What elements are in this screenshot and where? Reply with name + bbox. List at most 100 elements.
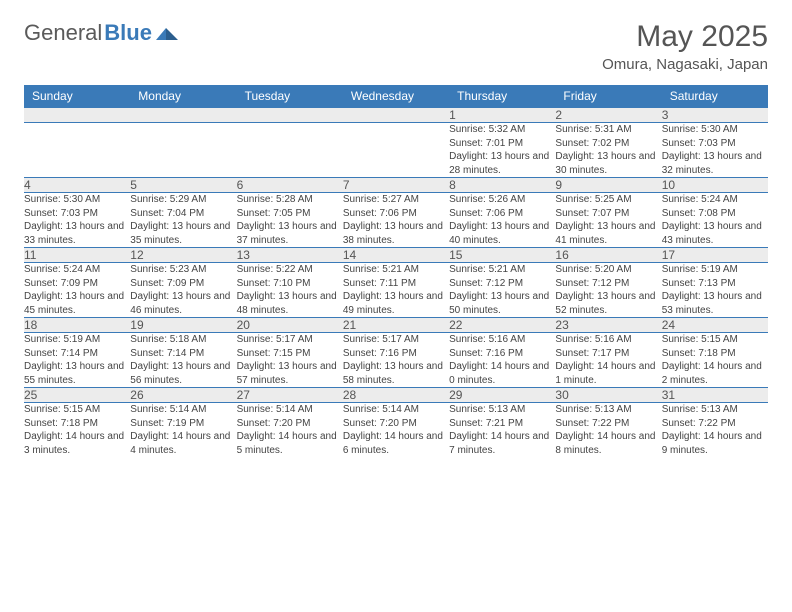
day-details-cell: Sunrise: 5:13 AMSunset: 7:21 PMDaylight:… bbox=[449, 403, 555, 458]
sunset-line: Sunset: 7:16 PM bbox=[449, 347, 555, 361]
day-number-cell: 10 bbox=[662, 178, 768, 193]
sunset-line: Sunset: 7:18 PM bbox=[662, 347, 768, 361]
details-row: Sunrise: 5:30 AMSunset: 7:03 PMDaylight:… bbox=[24, 193, 768, 248]
daylight-line: Daylight: 13 hours and 53 minutes. bbox=[662, 290, 768, 317]
day-number-cell: 24 bbox=[662, 318, 768, 333]
sunrise-line: Sunrise: 5:14 AM bbox=[130, 403, 236, 417]
sunset-line: Sunset: 7:03 PM bbox=[662, 137, 768, 151]
day-details-cell: Sunrise: 5:16 AMSunset: 7:17 PMDaylight:… bbox=[555, 333, 661, 388]
day-number-cell: 22 bbox=[449, 318, 555, 333]
weekday-header: Tuesday bbox=[237, 85, 343, 108]
sunrise-line: Sunrise: 5:14 AM bbox=[237, 403, 343, 417]
details-row: Sunrise: 5:15 AMSunset: 7:18 PMDaylight:… bbox=[24, 403, 768, 458]
sunset-line: Sunset: 7:04 PM bbox=[130, 207, 236, 221]
day-number-cell: 9 bbox=[555, 178, 661, 193]
sunrise-line: Sunrise: 5:15 AM bbox=[24, 403, 130, 417]
daylight-line: Daylight: 13 hours and 43 minutes. bbox=[662, 220, 768, 247]
daylight-line: Daylight: 14 hours and 4 minutes. bbox=[130, 430, 236, 457]
daylight-line: Daylight: 13 hours and 28 minutes. bbox=[449, 150, 555, 177]
day-details-cell: Sunrise: 5:22 AMSunset: 7:10 PMDaylight:… bbox=[237, 263, 343, 318]
day-details-cell: Sunrise: 5:30 AMSunset: 7:03 PMDaylight:… bbox=[662, 123, 768, 178]
day-details-cell: Sunrise: 5:20 AMSunset: 7:12 PMDaylight:… bbox=[555, 263, 661, 318]
sunset-line: Sunset: 7:13 PM bbox=[662, 277, 768, 291]
sunset-line: Sunset: 7:21 PM bbox=[449, 417, 555, 431]
daylight-line: Daylight: 13 hours and 56 minutes. bbox=[130, 360, 236, 387]
sunrise-line: Sunrise: 5:32 AM bbox=[449, 123, 555, 137]
day-details-cell: Sunrise: 5:30 AMSunset: 7:03 PMDaylight:… bbox=[24, 193, 130, 248]
sunrise-line: Sunrise: 5:28 AM bbox=[237, 193, 343, 207]
sunrise-line: Sunrise: 5:13 AM bbox=[662, 403, 768, 417]
day-details-cell: Sunrise: 5:14 AMSunset: 7:19 PMDaylight:… bbox=[130, 403, 236, 458]
day-number-cell: 20 bbox=[237, 318, 343, 333]
day-number-cell: 6 bbox=[237, 178, 343, 193]
day-number-cell: 27 bbox=[237, 388, 343, 403]
daylight-line: Daylight: 13 hours and 55 minutes. bbox=[24, 360, 130, 387]
daylight-line: Daylight: 14 hours and 8 minutes. bbox=[555, 430, 661, 457]
sunrise-line: Sunrise: 5:18 AM bbox=[130, 333, 236, 347]
sunset-line: Sunset: 7:14 PM bbox=[130, 347, 236, 361]
sunset-line: Sunset: 7:07 PM bbox=[555, 207, 661, 221]
daylight-line: Daylight: 13 hours and 35 minutes. bbox=[130, 220, 236, 247]
day-number-cell: 31 bbox=[662, 388, 768, 403]
daynum-row: 123 bbox=[24, 108, 768, 123]
sunset-line: Sunset: 7:01 PM bbox=[449, 137, 555, 151]
day-number-cell: 26 bbox=[130, 388, 236, 403]
sunrise-line: Sunrise: 5:19 AM bbox=[662, 263, 768, 277]
sunset-line: Sunset: 7:19 PM bbox=[130, 417, 236, 431]
daynum-row: 25262728293031 bbox=[24, 388, 768, 403]
daylight-line: Daylight: 13 hours and 33 minutes. bbox=[24, 220, 130, 247]
sunset-line: Sunset: 7:02 PM bbox=[555, 137, 661, 151]
sunset-line: Sunset: 7:05 PM bbox=[237, 207, 343, 221]
brand-logo: GeneralBlue bbox=[24, 20, 178, 46]
daylight-line: Daylight: 13 hours and 46 minutes. bbox=[130, 290, 236, 317]
sunrise-line: Sunrise: 5:30 AM bbox=[24, 193, 130, 207]
day-details-cell: Sunrise: 5:17 AMSunset: 7:16 PMDaylight:… bbox=[343, 333, 449, 388]
day-details-cell: Sunrise: 5:19 AMSunset: 7:14 PMDaylight:… bbox=[24, 333, 130, 388]
daylight-line: Daylight: 14 hours and 9 minutes. bbox=[662, 430, 768, 457]
title-block: May 2025 Omura, Nagasaki, Japan bbox=[602, 20, 768, 73]
day-details-cell bbox=[24, 123, 130, 178]
day-details-cell: Sunrise: 5:18 AMSunset: 7:14 PMDaylight:… bbox=[130, 333, 236, 388]
sunrise-line: Sunrise: 5:29 AM bbox=[130, 193, 236, 207]
day-details-cell: Sunrise: 5:23 AMSunset: 7:09 PMDaylight:… bbox=[130, 263, 236, 318]
sail-icon bbox=[156, 26, 178, 40]
weekday-header: Friday bbox=[555, 85, 661, 108]
sunset-line: Sunset: 7:10 PM bbox=[237, 277, 343, 291]
day-number-cell: 1 bbox=[449, 108, 555, 123]
daynum-row: 18192021222324 bbox=[24, 318, 768, 333]
sunrise-line: Sunrise: 5:17 AM bbox=[343, 333, 449, 347]
daylight-line: Daylight: 13 hours and 41 minutes. bbox=[555, 220, 661, 247]
day-number-cell: 16 bbox=[555, 248, 661, 263]
day-details-cell: Sunrise: 5:19 AMSunset: 7:13 PMDaylight:… bbox=[662, 263, 768, 318]
day-details-cell: Sunrise: 5:13 AMSunset: 7:22 PMDaylight:… bbox=[662, 403, 768, 458]
day-details-cell: Sunrise: 5:24 AMSunset: 7:09 PMDaylight:… bbox=[24, 263, 130, 318]
daylight-line: Daylight: 13 hours and 45 minutes. bbox=[24, 290, 130, 317]
day-number-cell: 29 bbox=[449, 388, 555, 403]
sunset-line: Sunset: 7:03 PM bbox=[24, 207, 130, 221]
sunset-line: Sunset: 7:08 PM bbox=[662, 207, 768, 221]
brand-part1: General bbox=[24, 20, 102, 46]
day-number-cell: 23 bbox=[555, 318, 661, 333]
day-number-cell: 3 bbox=[662, 108, 768, 123]
sunset-line: Sunset: 7:06 PM bbox=[449, 207, 555, 221]
daylight-line: Daylight: 13 hours and 48 minutes. bbox=[237, 290, 343, 317]
day-number-cell: 5 bbox=[130, 178, 236, 193]
sunrise-line: Sunrise: 5:30 AM bbox=[662, 123, 768, 137]
day-number-cell: 12 bbox=[130, 248, 236, 263]
daylight-line: Daylight: 13 hours and 58 minutes. bbox=[343, 360, 449, 387]
daylight-line: Daylight: 13 hours and 37 minutes. bbox=[237, 220, 343, 247]
sunset-line: Sunset: 7:16 PM bbox=[343, 347, 449, 361]
sunrise-line: Sunrise: 5:31 AM bbox=[555, 123, 661, 137]
daylight-line: Daylight: 14 hours and 0 minutes. bbox=[449, 360, 555, 387]
day-details-cell: Sunrise: 5:32 AMSunset: 7:01 PMDaylight:… bbox=[449, 123, 555, 178]
day-details-cell: Sunrise: 5:16 AMSunset: 7:16 PMDaylight:… bbox=[449, 333, 555, 388]
weekday-header: Monday bbox=[130, 85, 236, 108]
sunset-line: Sunset: 7:18 PM bbox=[24, 417, 130, 431]
sunset-line: Sunset: 7:12 PM bbox=[449, 277, 555, 291]
sunset-line: Sunset: 7:15 PM bbox=[237, 347, 343, 361]
sunrise-line: Sunrise: 5:15 AM bbox=[662, 333, 768, 347]
day-details-cell: Sunrise: 5:21 AMSunset: 7:11 PMDaylight:… bbox=[343, 263, 449, 318]
day-number-cell bbox=[237, 108, 343, 123]
sunset-line: Sunset: 7:22 PM bbox=[662, 417, 768, 431]
day-details-cell bbox=[237, 123, 343, 178]
